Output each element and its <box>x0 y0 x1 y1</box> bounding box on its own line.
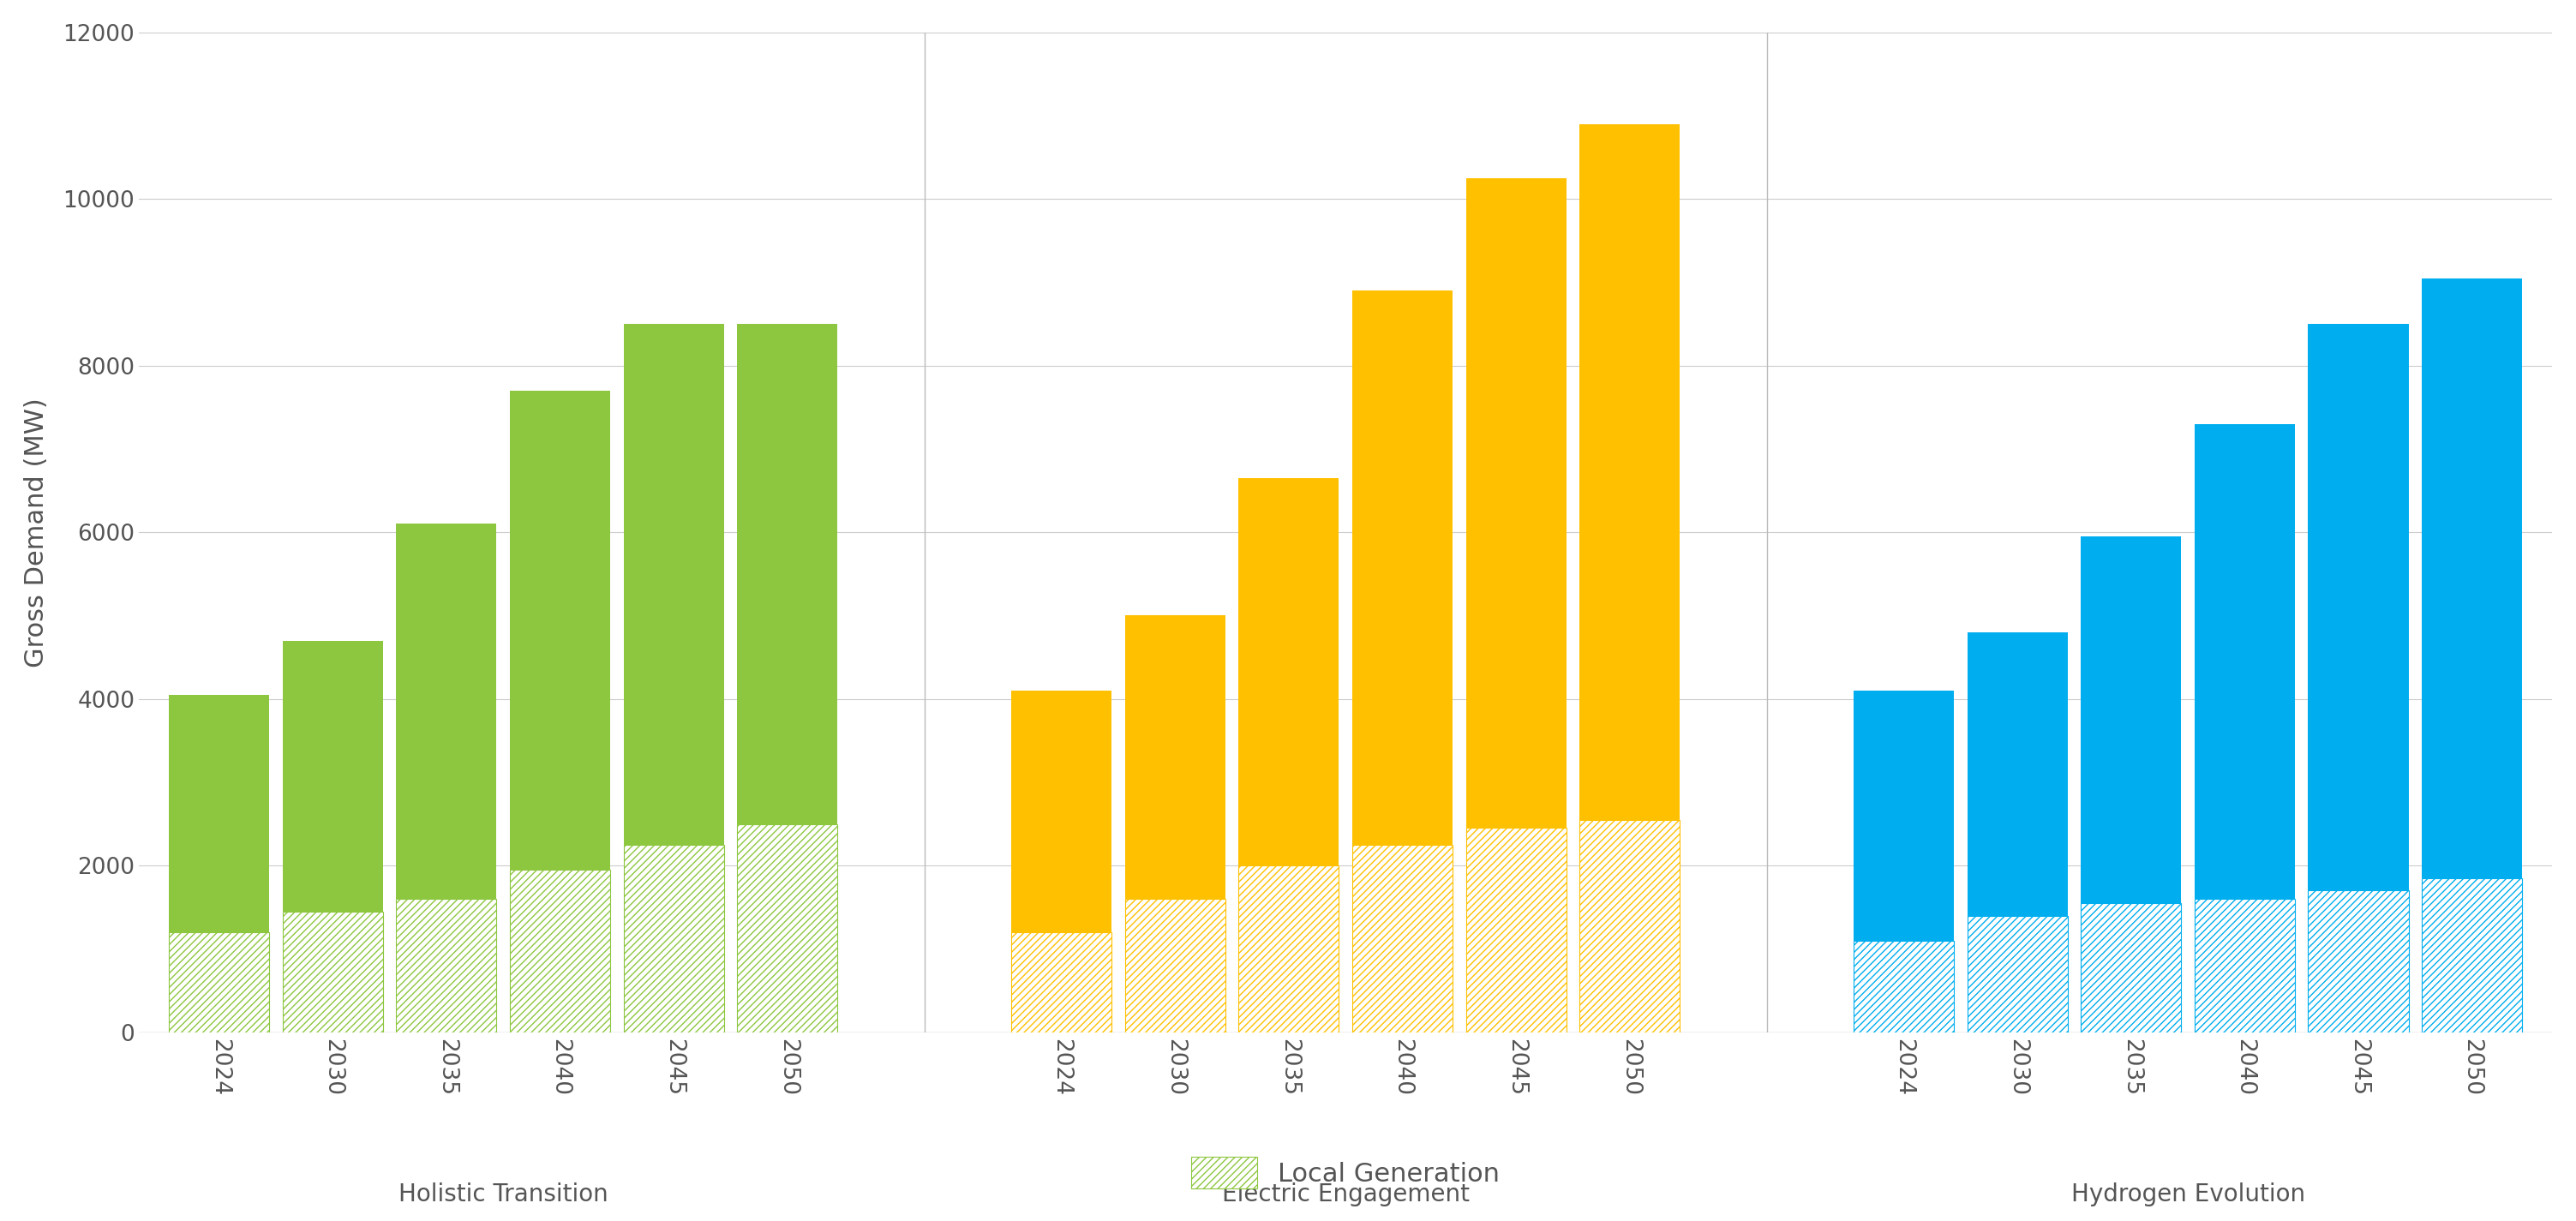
Bar <box>510 391 611 869</box>
Bar <box>283 911 384 1032</box>
Bar <box>283 641 384 911</box>
Bar <box>2421 278 2522 878</box>
Bar <box>2308 890 2409 1032</box>
Bar <box>397 524 497 899</box>
Bar <box>170 695 270 932</box>
Bar <box>737 824 837 1032</box>
Text: Holistic Transition: Holistic Transition <box>399 1182 608 1206</box>
Bar <box>1239 866 1340 1032</box>
Bar <box>1352 291 1453 845</box>
Y-axis label: Gross Demand (MW): Gross Demand (MW) <box>23 397 49 667</box>
Bar <box>1968 916 2069 1032</box>
Bar <box>1466 178 1566 828</box>
Bar <box>1239 479 1340 866</box>
Bar <box>1012 932 1113 1032</box>
Bar <box>737 324 837 824</box>
Bar <box>1968 632 2069 916</box>
Bar <box>2081 904 2182 1032</box>
Bar <box>1126 615 1226 899</box>
Bar <box>170 932 270 1032</box>
Bar <box>397 899 497 1032</box>
Bar <box>2081 536 2182 904</box>
Bar <box>1126 899 1226 1032</box>
Bar <box>2195 424 2295 899</box>
Bar <box>1352 845 1453 1032</box>
Bar <box>1466 828 1566 1032</box>
Bar <box>1855 691 1953 940</box>
Bar <box>2308 324 2409 890</box>
Bar <box>623 324 724 845</box>
Bar <box>1579 819 1680 1032</box>
Bar <box>2421 878 2522 1032</box>
Text: Hydrogen Evolution: Hydrogen Evolution <box>2071 1182 2306 1206</box>
Bar <box>1855 940 1953 1032</box>
Bar <box>623 845 724 1032</box>
Bar <box>1579 125 1680 819</box>
Bar <box>1012 691 1113 932</box>
Bar <box>2195 899 2295 1032</box>
Legend: Local Generation: Local Generation <box>1180 1147 1510 1199</box>
Text: Electric Engagement: Electric Engagement <box>1221 1182 1468 1206</box>
Bar <box>510 869 611 1032</box>
